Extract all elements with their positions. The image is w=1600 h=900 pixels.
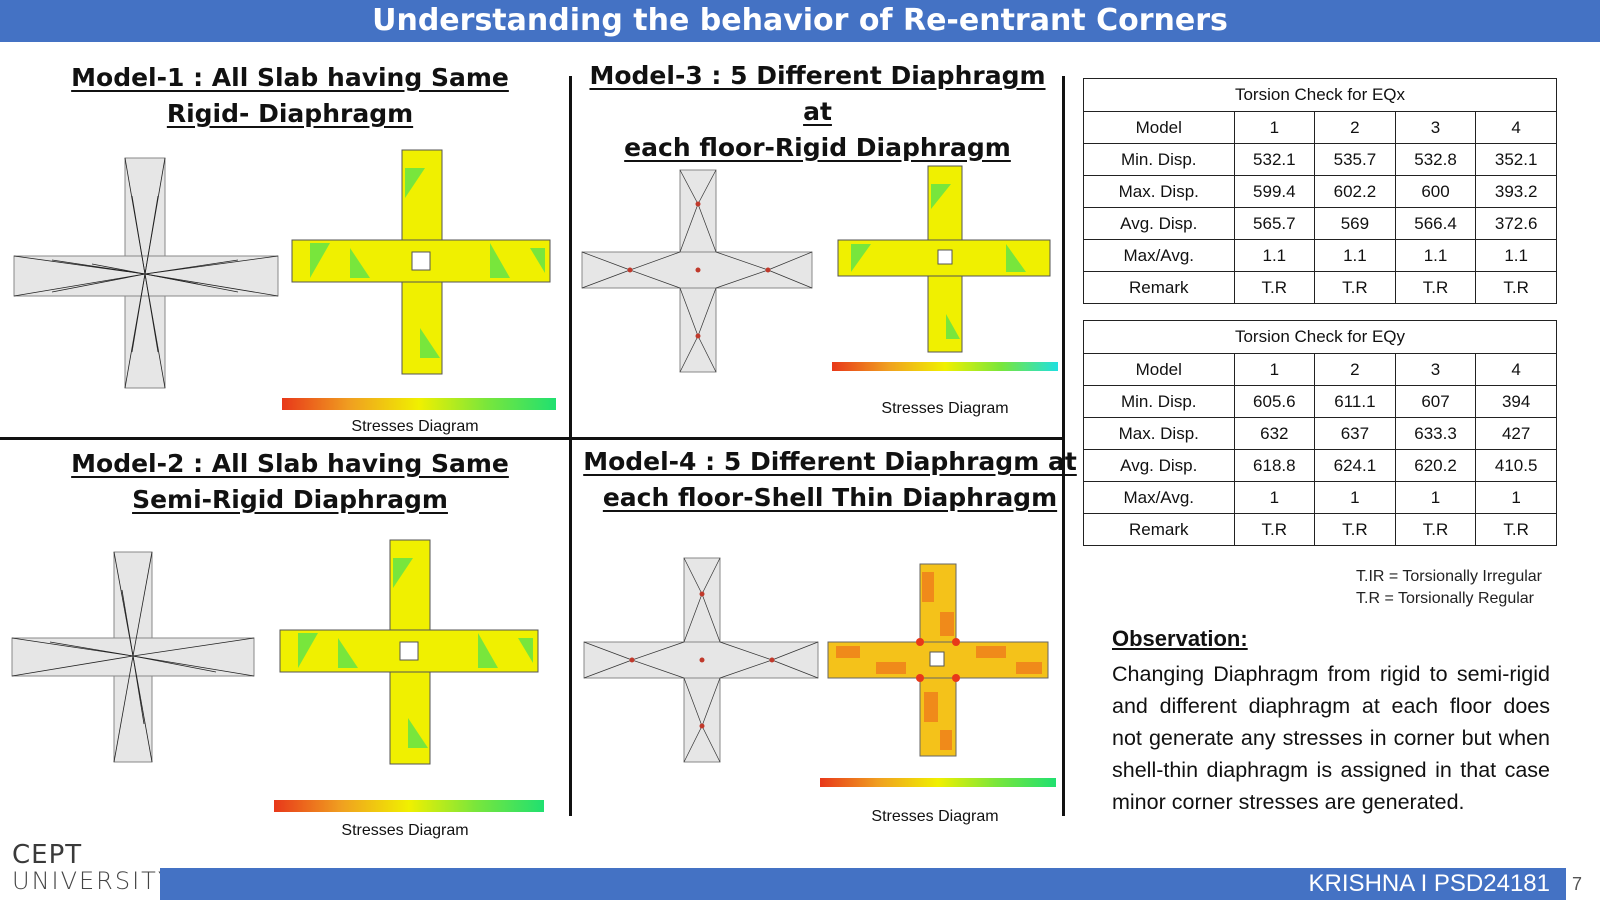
observation-text: Changing Diaphragm from rigid to semi-ri… [1112,662,1550,814]
table-row: Avg. Disp. 618.8 624.1 620.2 410.5 [1083,449,1557,482]
logo-line-1: CEPT [12,840,83,870]
table-row: Max. Disp. 599.4 602.2 600 393.2 [1083,175,1557,208]
model-1-title: Model-1 : All Slab having Same Rigid- Dia… [71,63,509,128]
cept-university-logo: CEPT UNIVERSITY [12,842,175,894]
legend-line: T.R = Torsionally Regular [1356,590,1535,607]
model-4-title: Model-4 : 5 Different Diaphragm at each f… [583,447,1077,512]
model-4-caption: Stresses Diagram [871,808,999,825]
table-row: Min. Disp. 605.6 611.1 607 394 [1083,385,1557,418]
model-1-mesh-diagram [13,157,279,389]
legend-line: T.IR = Torsionally Irregular [1356,568,1542,585]
observation-heading: Observation: [1112,626,1248,651]
model-2-mesh-diagram [11,551,255,763]
table-row: Max. Disp. 632 637 633.3 427 [1083,417,1557,450]
model-1-stress-scale [282,398,556,410]
abbreviation-legend: T.IR = Torsionally Irregular T.R = Torsi… [1356,566,1542,610]
table-title: Torsion Check for EQy [1083,320,1557,354]
table-row: Avg. Disp. 565.7 569 566.4 372.6 [1083,207,1557,240]
torsion-table-eqy: Torsion Check for EQy Model 1 2 3 4 Min. Dis… [1083,320,1557,546]
model-3-stress-diagram [837,165,1051,353]
slide-title: Understanding the behavior of Re-entrant… [0,0,1600,42]
model-3-title: Model-3 : 5 Different Diaphragm at each f… [589,61,1046,162]
logo-line-2: UNIVERSITY [12,867,175,895]
model-4-mesh-diagram [583,557,819,763]
model-2-title: Model-2 : All Slab having Same Semi-Rigid… [71,449,509,514]
model-3-stress-scale [832,362,1058,371]
divider-horizontal [0,437,1065,440]
table-row: Max/Avg. 1 1 1 1 [1083,481,1557,514]
table-row: Remark T.R T.R T.R T.R [1083,271,1557,304]
torsion-table-eqx: Torsion Check for EQx Model 1 2 3 4 Min. Dis… [1083,78,1557,304]
model-2-caption: Stresses Diagram [341,822,469,839]
table-row: Min. Disp. 532.1 535.7 532.8 352.1 [1083,143,1557,176]
model-4-stress-diagram [827,563,1049,757]
footer-author-bar: KRISHNA I PSD24181 [160,868,1566,900]
model-2-stress-scale [274,800,544,812]
model-1-caption: Stresses Diagram [351,418,479,435]
table-row: Remark T.R T.R T.R T.R [1083,513,1557,546]
model-2-stress-diagram [279,539,539,765]
model-3-mesh-diagram [581,169,813,373]
table-row: Max/Avg. 1.1 1.1 1.1 1.1 [1083,239,1557,272]
page-number: 7 [1572,874,1583,894]
model-4-stress-scale [820,778,1056,787]
divider-vertical-right [1062,76,1065,816]
divider-vertical-left [569,76,572,438]
model-3-caption: Stresses Diagram [881,400,1009,417]
divider-vertical-left-lower [569,440,572,816]
table-header-row: Model 1 2 3 4 [1083,111,1557,144]
model-1-stress-diagram [291,149,551,375]
table-title: Torsion Check for EQx [1083,78,1557,112]
table-header-row: Model 1 2 3 4 [1083,353,1557,386]
